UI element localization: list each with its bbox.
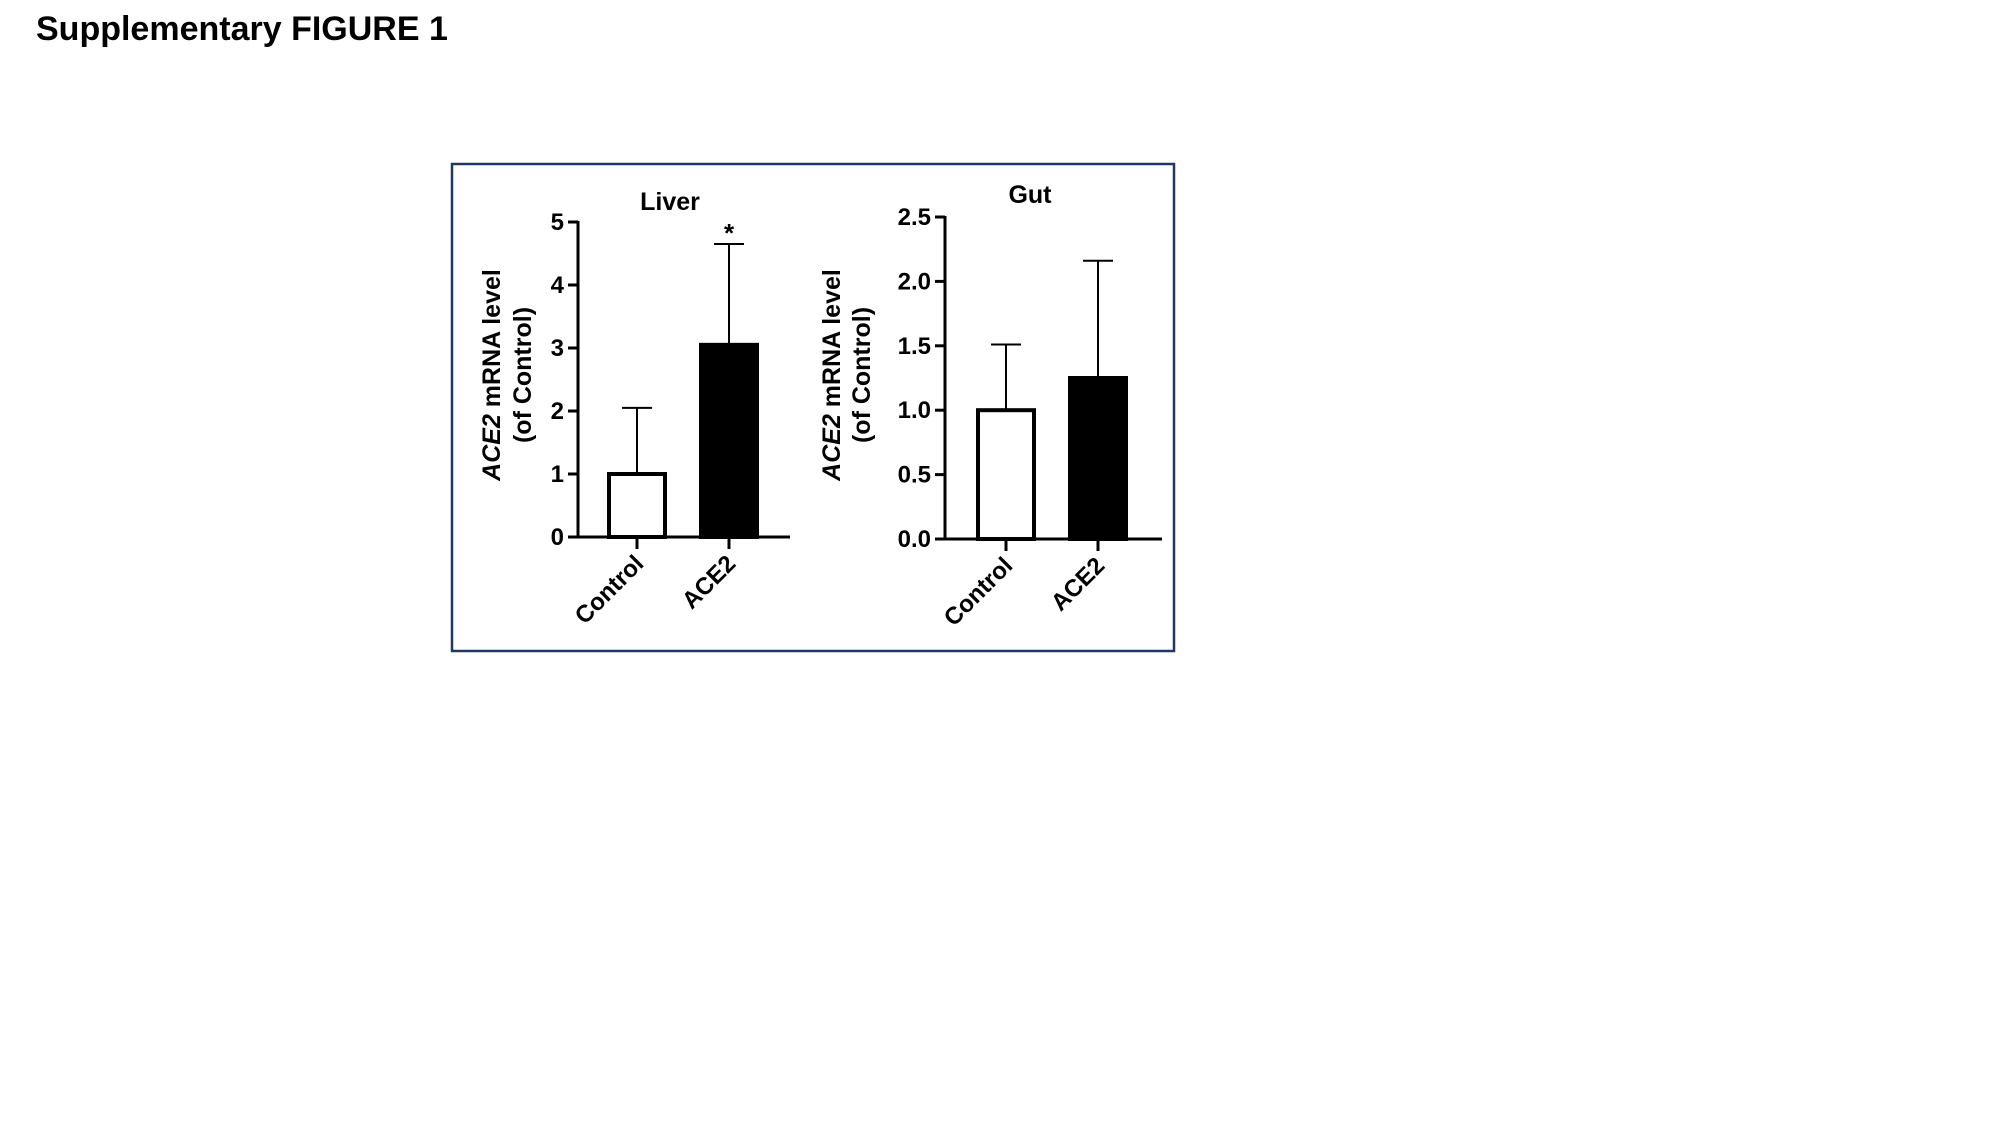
gut-plot: 0.0 0.5 1.0 1.5 2.0 2.5 Control ACE2 — [898, 204, 1162, 632]
y-tick-label: 1.0 — [898, 397, 931, 424]
panel-title: Liver — [640, 188, 700, 216]
y-tick-label: 0.5 — [898, 462, 931, 489]
bar-control — [976, 408, 1036, 542]
y-axis-label-rest: mRNA level — [478, 269, 506, 414]
y-tick-label: 5 — [551, 209, 564, 236]
y-tick-label: 0 — [551, 524, 564, 551]
y-tick-label: 3 — [551, 335, 564, 362]
y-axis-label-italic: ACE2 — [818, 414, 846, 482]
y-tick-label: 4 — [551, 272, 565, 299]
bar-ace2 — [699, 342, 759, 539]
x-tick-label: ACE2 — [677, 550, 741, 614]
gut-panel: Gut ACE2 mRNA level (of Control) 0.0 0.5 1… — [818, 181, 1162, 632]
y-tick-label: 2 — [551, 398, 564, 425]
y-tick-label: 1 — [551, 461, 564, 488]
page-title: Supplementary FIGURE 1 — [36, 10, 448, 48]
liver-panel: Liver ACE2 mRNA level (of Control) * 0 1 2 3… — [478, 188, 790, 630]
y-axis-label-italic: ACE2 — [478, 414, 506, 482]
x-tick-label: Control — [570, 550, 649, 629]
bar-ace2 — [1068, 376, 1128, 541]
panel-title: Gut — [1008, 181, 1052, 209]
bar-control — [607, 472, 667, 539]
y-tick-label: 0.0 — [898, 526, 931, 553]
y-tick-label: 2.5 — [898, 204, 931, 231]
x-tick-label: ACE2 — [1046, 552, 1110, 616]
significance-marker: * — [724, 218, 735, 248]
liver-plot: * 0 1 2 3 4 5 Control ACE2 — [551, 209, 790, 630]
y-tick-label: 2.0 — [898, 268, 931, 295]
y-axis-label-line2: (of Control) — [509, 307, 537, 443]
y-axis-label-line2: (of Control) — [848, 307, 876, 443]
x-tick-label: Control — [939, 552, 1018, 631]
y-axis-label: ACE2 mRNA level — [478, 269, 506, 482]
y-tick-label: 1.5 — [898, 333, 931, 360]
figure-frame — [450, 162, 1176, 653]
y-axis-label: ACE2 mRNA level — [818, 269, 846, 482]
y-axis-label-rest: mRNA level — [818, 269, 846, 414]
